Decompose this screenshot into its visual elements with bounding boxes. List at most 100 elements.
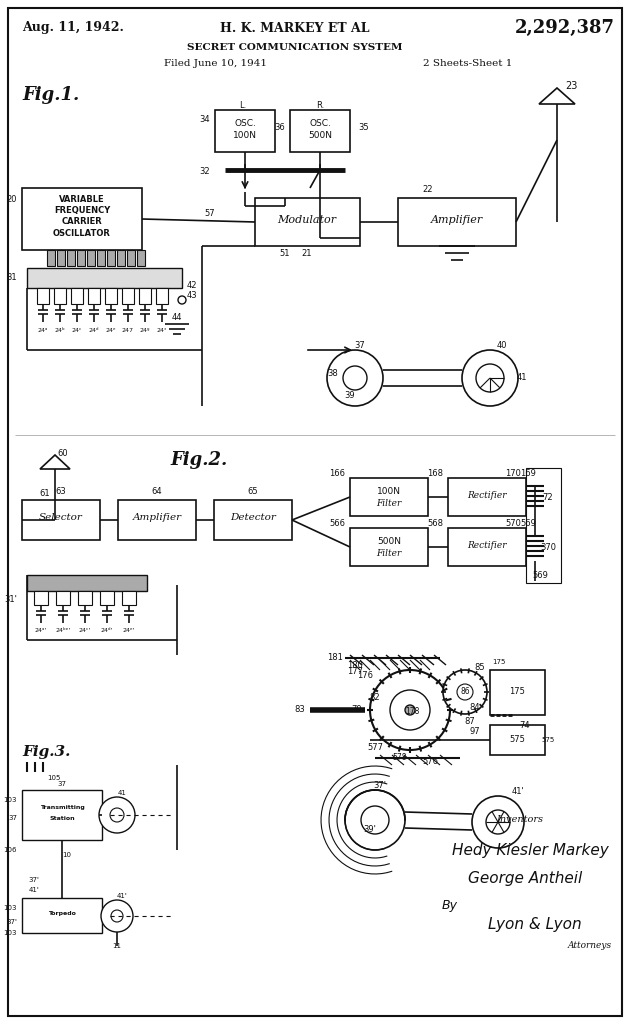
Text: 74: 74: [520, 721, 530, 729]
Text: 64: 64: [152, 487, 163, 497]
Text: 38: 38: [328, 369, 338, 378]
Text: 84: 84: [470, 702, 480, 712]
Text: 22: 22: [423, 185, 433, 195]
Bar: [100, 591, 114, 605]
Bar: [87, 250, 95, 266]
Circle shape: [178, 296, 186, 304]
Text: 37: 37: [355, 341, 365, 350]
Text: 32: 32: [199, 168, 210, 176]
Text: 41': 41': [512, 787, 524, 797]
Bar: [22, 790, 102, 840]
Text: 106: 106: [4, 847, 17, 853]
Text: 24ᵈ: 24ᵈ: [89, 328, 100, 333]
Text: 103: 103: [4, 930, 17, 936]
Text: 569: 569: [532, 571, 548, 581]
Text: 2,292,387: 2,292,387: [515, 19, 615, 37]
Text: 166: 166: [329, 469, 345, 477]
Bar: [22, 500, 100, 540]
Text: 170: 170: [505, 469, 521, 477]
Bar: [78, 591, 92, 605]
Bar: [57, 250, 65, 266]
Text: 41: 41: [517, 374, 527, 383]
Bar: [398, 198, 516, 246]
Text: 11: 11: [113, 943, 122, 949]
Bar: [448, 528, 526, 566]
Text: Station: Station: [49, 815, 75, 820]
Text: SECRET COMMUNICATION SYSTEM: SECRET COMMUNICATION SYSTEM: [187, 43, 403, 51]
Bar: [97, 250, 105, 266]
Bar: [22, 898, 102, 933]
Text: By: By: [442, 898, 458, 911]
Text: Aug. 11, 1942.: Aug. 11, 1942.: [22, 22, 124, 35]
Text: 178: 178: [405, 708, 419, 717]
Text: 63: 63: [55, 487, 66, 497]
Bar: [27, 268, 182, 288]
Text: 576: 576: [422, 758, 438, 767]
Text: 105: 105: [47, 775, 60, 781]
Text: 72: 72: [542, 494, 553, 503]
Bar: [526, 468, 561, 583]
Circle shape: [361, 806, 389, 834]
Circle shape: [111, 910, 123, 922]
Bar: [122, 288, 134, 304]
Text: 180: 180: [347, 660, 363, 670]
Text: 175: 175: [509, 687, 525, 696]
Text: 23: 23: [565, 81, 577, 91]
Text: 37: 37: [57, 781, 67, 787]
Text: 44: 44: [172, 313, 182, 323]
Text: 34: 34: [199, 116, 210, 125]
Text: 31: 31: [6, 273, 17, 283]
Bar: [350, 528, 428, 566]
Text: 370: 370: [540, 544, 556, 553]
Bar: [290, 110, 350, 152]
Circle shape: [443, 670, 487, 714]
Text: Detector: Detector: [230, 513, 276, 522]
Text: 575: 575: [509, 735, 525, 744]
Text: R.: R.: [316, 100, 324, 110]
Text: 39': 39': [364, 825, 377, 835]
Text: 21: 21: [302, 249, 312, 257]
Bar: [88, 288, 100, 304]
Bar: [490, 670, 545, 715]
Circle shape: [110, 808, 124, 822]
Bar: [137, 250, 145, 266]
Text: 41: 41: [118, 790, 127, 796]
Text: 51: 51: [280, 249, 290, 257]
Text: 37: 37: [8, 815, 17, 821]
Text: 37': 37': [374, 780, 386, 790]
Bar: [350, 478, 428, 516]
Bar: [54, 288, 66, 304]
Text: Fig.3.: Fig.3.: [22, 745, 71, 759]
Text: 103: 103: [4, 797, 17, 803]
Text: 79: 79: [352, 706, 362, 715]
Text: VARIABLE: VARIABLE: [59, 196, 105, 205]
Text: 24ᶟ: 24ᶟ: [157, 328, 167, 333]
Text: 247: 247: [122, 328, 134, 333]
Text: Amplifier: Amplifier: [431, 215, 483, 225]
Bar: [27, 575, 147, 591]
Text: 43: 43: [187, 292, 198, 300]
Bar: [156, 288, 168, 304]
Bar: [215, 110, 275, 152]
Text: 570: 570: [505, 518, 521, 527]
Text: Filter: Filter: [376, 549, 402, 557]
Bar: [22, 188, 142, 250]
Text: 500N: 500N: [308, 130, 332, 139]
Text: 24ᶢ: 24ᶢ: [140, 328, 150, 333]
Text: 24ᶜ': 24ᶜ': [79, 629, 91, 634]
Text: 41': 41': [117, 893, 127, 899]
Text: 24ᵉ: 24ᵉ: [106, 328, 117, 333]
Circle shape: [390, 690, 430, 730]
Text: 24ᵈ': 24ᵈ': [101, 629, 113, 634]
Bar: [490, 725, 545, 755]
Text: George Antheil: George Antheil: [468, 870, 582, 886]
Text: 500N: 500N: [377, 537, 401, 546]
Bar: [71, 288, 83, 304]
Circle shape: [327, 350, 383, 406]
Text: 40: 40: [496, 341, 507, 350]
Circle shape: [486, 810, 510, 834]
Text: Fig.1.: Fig.1.: [22, 86, 79, 104]
Text: 103: 103: [4, 905, 17, 911]
Circle shape: [472, 796, 524, 848]
Text: Inventors: Inventors: [496, 815, 544, 824]
